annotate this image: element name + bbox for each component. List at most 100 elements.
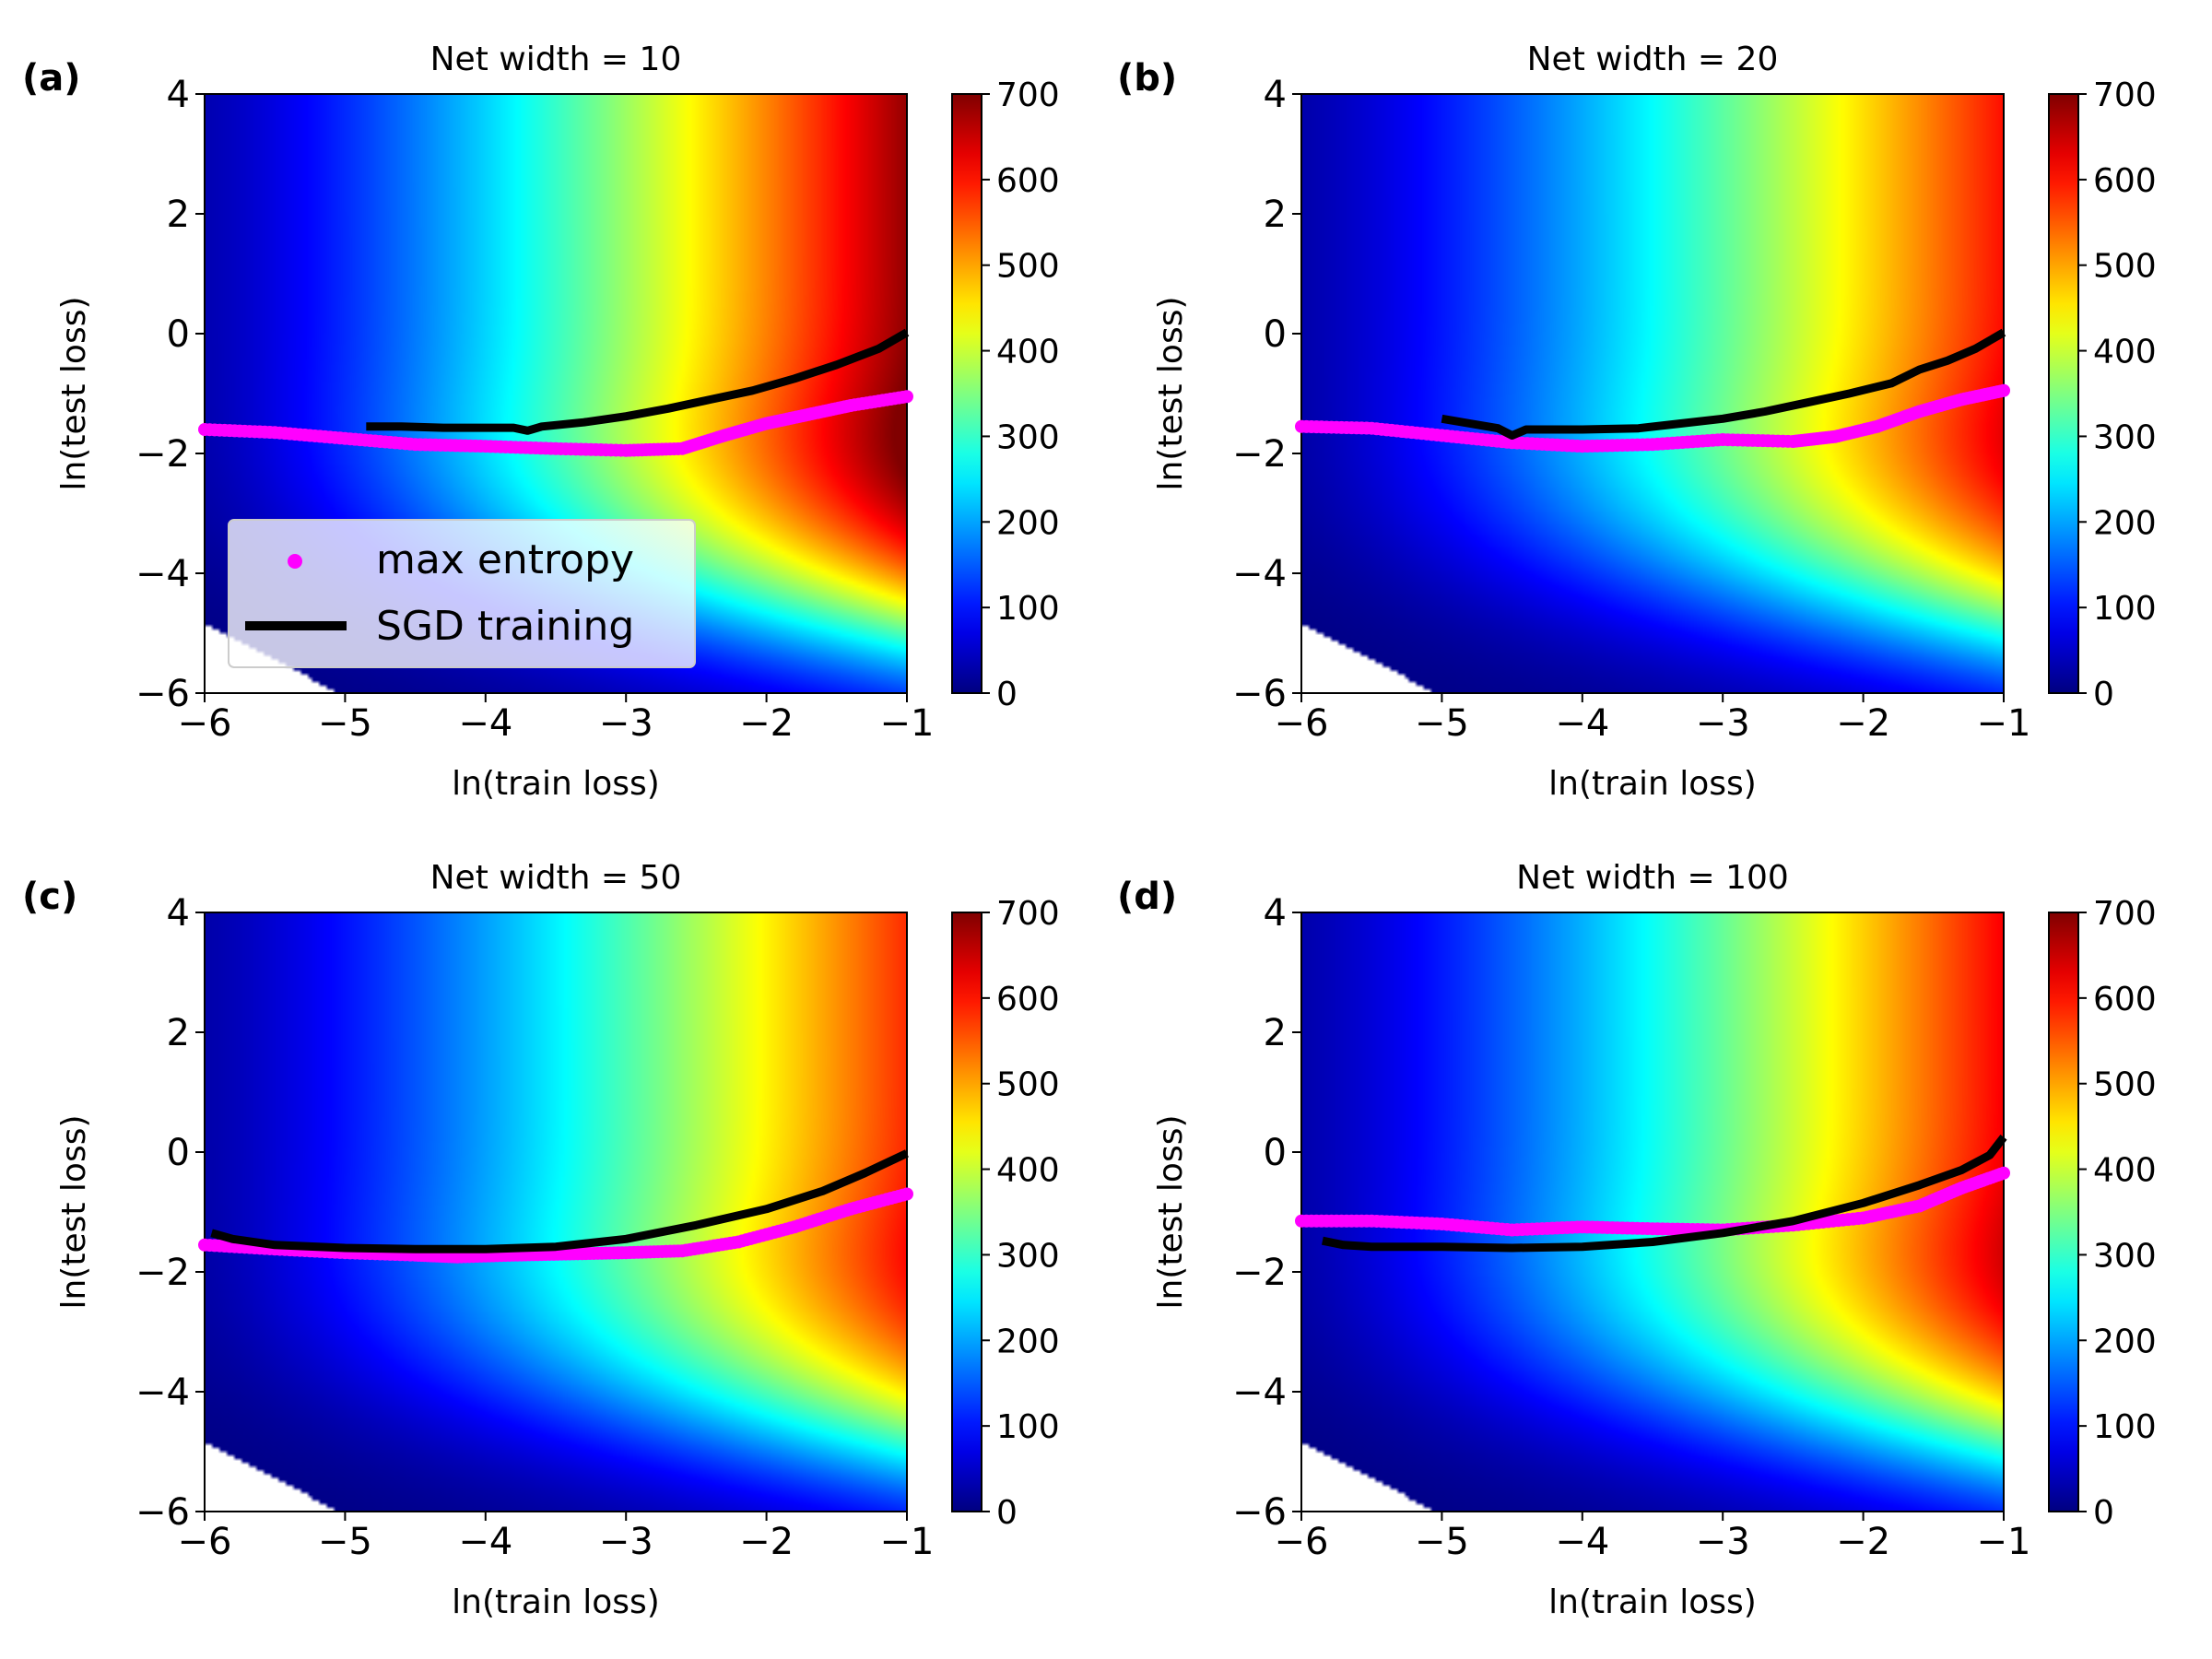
colorbar-tick-label: 600 <box>996 981 1060 1018</box>
y-tick-label: 0 <box>167 313 190 356</box>
y-tick-label: −2 <box>1232 433 1287 476</box>
y-tick-label: 4 <box>167 74 190 116</box>
colorbar-tick-label: 300 <box>2093 418 2157 456</box>
y-tick-label: 2 <box>1264 194 1287 236</box>
y-tick-label: −4 <box>135 553 190 595</box>
x-tick-label: −5 <box>318 702 372 745</box>
y-tick-label: 0 <box>167 1132 190 1174</box>
legend-label-sgd-training: SGD training <box>376 603 634 650</box>
y-tick-label: −6 <box>135 673 190 715</box>
y-axis-label: ln(test loss) <box>55 296 93 490</box>
colorbar-tick-label: 400 <box>996 1152 1060 1190</box>
y-tick-label: −6 <box>1232 673 1287 715</box>
x-tick-label: −3 <box>599 1521 653 1563</box>
colorbar-tick-label: 100 <box>996 1408 1060 1446</box>
x-tick-label: −4 <box>458 1521 512 1563</box>
y-tick-label: 0 <box>1264 1132 1287 1174</box>
colorbar-tick-label: 600 <box>2093 981 2157 1018</box>
x-tick-label: −2 <box>739 1521 794 1563</box>
x-tick-label: −5 <box>318 1521 372 1563</box>
heatmap-field <box>205 912 907 1512</box>
colorbar-tick-label: 0 <box>996 1494 1018 1532</box>
y-tick-label: −6 <box>1232 1491 1287 1534</box>
colorbar-tick-label: 0 <box>2093 676 2114 713</box>
x-tick-label: −1 <box>880 702 935 745</box>
colorbar-tick-label: 300 <box>2093 1237 2157 1275</box>
panel-c: −6 −5 −4 −3 −2 −1 −6 −4 −2 0 2 4 Net width = 50 ln(tr… <box>22 859 1060 1621</box>
series-max-entropy <box>1295 383 2010 453</box>
colorbar-tick-label: 200 <box>996 1323 1060 1360</box>
x-tick-label: −4 <box>1555 1521 1609 1563</box>
colorbar-tick-label: 500 <box>996 1066 1060 1104</box>
colorbar-tick-label: 600 <box>2093 162 2157 200</box>
sgd-training-line <box>366 328 910 435</box>
colorbar <box>2048 93 2079 694</box>
chart-title: Net width = 50 <box>430 859 682 897</box>
colorbar-tick-label: 400 <box>996 334 1060 371</box>
y-tick-label: −4 <box>1232 553 1287 595</box>
x-tick-label: −6 <box>178 702 232 745</box>
y-tick-label: −4 <box>1232 1371 1287 1414</box>
x-tick-label: −3 <box>599 702 653 745</box>
legend-marker-max-entropy <box>288 554 302 569</box>
y-axis-label: ln(test loss) <box>55 1114 93 1309</box>
series-max-entropy <box>1295 1166 2010 1237</box>
y-tick-label: 0 <box>1264 313 1287 356</box>
panel-label: (a) <box>22 57 81 100</box>
y-axis-label: ln(test loss) <box>1152 296 1190 490</box>
panel-label: (d) <box>1117 876 1177 918</box>
x-tick-label: −2 <box>739 702 794 745</box>
max-entropy-point <box>900 1187 913 1201</box>
colorbar-tick-label: 700 <box>2093 76 2157 114</box>
legend: max entropy SGD training <box>228 519 696 668</box>
sgd-training-line <box>1322 1135 2007 1253</box>
y-tick-label: 4 <box>1264 892 1287 935</box>
x-tick-label: −6 <box>178 1521 232 1563</box>
colorbar-tick-label: 400 <box>2093 1152 2157 1190</box>
colorbar-tick-label: 200 <box>2093 504 2157 542</box>
max-entropy-point <box>900 390 913 404</box>
x-tick-label: −4 <box>1555 702 1609 745</box>
colorbar-tick-label: 0 <box>996 676 1018 713</box>
y-tick-label: −4 <box>135 1371 190 1414</box>
colorbar-tick-label: 500 <box>2093 248 2157 286</box>
y-tick-label: 2 <box>1264 1012 1287 1054</box>
colorbar-tick-label: 700 <box>2093 895 2157 933</box>
colorbar-tick-label: 500 <box>2093 1066 2157 1104</box>
x-axis-label: ln(train loss) <box>452 1583 660 1621</box>
x-tick-label: −5 <box>1415 702 1469 745</box>
colorbar-tick-label: 400 <box>2093 334 2157 371</box>
x-tick-label: −1 <box>1977 702 2031 745</box>
panel-d: −6 −5 −4 −3 −2 −1 −6 −4 −2 0 2 4 Net width = 100 ln(t… <box>1117 859 2157 1621</box>
heatmap-field <box>1301 94 2004 693</box>
axes-frame <box>1300 912 2005 1512</box>
max-entropy-point <box>1997 1166 2010 1180</box>
colorbar-tick-label: 200 <box>996 504 1060 542</box>
y-tick-label: 4 <box>1264 74 1287 116</box>
x-tick-label: −3 <box>1696 1521 1750 1563</box>
panel-label: (b) <box>1117 57 1177 100</box>
colorbar-tick-label: 700 <box>996 76 1060 114</box>
colorbar <box>951 912 982 1512</box>
axes-frame <box>204 912 908 1512</box>
x-axis-label: ln(train loss) <box>452 765 660 803</box>
colorbar-tick-label: 300 <box>996 418 1060 456</box>
panel-b: −6 −5 −4 −3 −2 −1 −6 −4 −2 0 2 4 Net width = 20 ln(tr… <box>1117 41 2157 803</box>
y-tick-label: −6 <box>135 1491 190 1534</box>
x-tick-label: −1 <box>1977 1521 2031 1563</box>
colorbar-tick-label: 600 <box>996 162 1060 200</box>
colorbar-tick-label: 500 <box>996 248 1060 286</box>
y-tick-label: 2 <box>167 1012 190 1054</box>
x-tick-label: −2 <box>1836 1521 1890 1563</box>
panel-label: (c) <box>22 876 77 918</box>
y-tick-label: −2 <box>1232 1252 1287 1294</box>
colorbar <box>951 93 982 694</box>
sgd-training-line <box>210 1149 909 1253</box>
x-tick-label: −5 <box>1415 1521 1469 1563</box>
sgd-training-line <box>1441 328 2006 440</box>
x-tick-label: −1 <box>880 1521 935 1563</box>
colorbar-tick-label: 300 <box>996 1237 1060 1275</box>
colorbar-tick-label: 100 <box>2093 1408 2157 1446</box>
chart-title: Net width = 20 <box>1527 41 1779 78</box>
